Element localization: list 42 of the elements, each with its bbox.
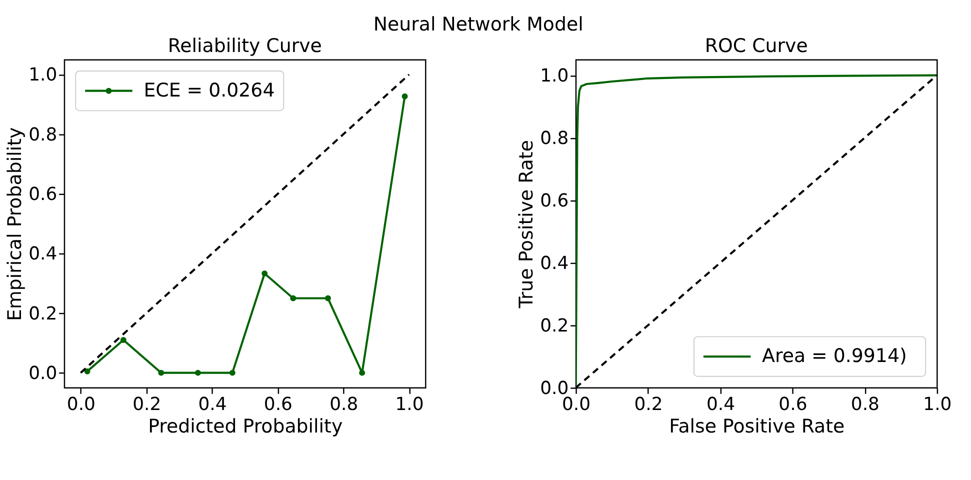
x-tick-label: 1.0	[395, 394, 424, 415]
point	[158, 370, 164, 376]
point	[262, 270, 268, 276]
y-tick-label: 0.0	[28, 362, 58, 384]
legend-label: ECE = 0.0264	[144, 80, 275, 102]
point	[84, 368, 90, 374]
x-tick-label: 0.4	[706, 394, 736, 415]
y-tick-label: 0.8	[540, 128, 569, 149]
y-tick-label: 0.4	[540, 252, 569, 274]
point	[324, 295, 331, 302]
y-tick-label: 0.6	[540, 190, 569, 212]
point	[402, 93, 408, 100]
y-tick-label: 0.2	[540, 315, 569, 336]
x-axis-title: Predicted Probability	[148, 416, 343, 438]
y-tick-label: 0.2	[28, 303, 58, 324]
y-tick-label: 0.4	[28, 244, 58, 265]
x-tick-label: 0.4	[198, 394, 227, 415]
x-tick-label: 0.6	[778, 394, 808, 415]
x-tick-label: 0.2	[634, 394, 663, 415]
point	[120, 337, 126, 343]
y-tick-label: 1.0	[540, 65, 569, 86]
point	[290, 295, 296, 302]
x-tick-label: 0.8	[330, 394, 358, 415]
point	[194, 370, 201, 376]
x-axis-title: False Positive Rate	[669, 416, 845, 438]
x-tick-label: 0.6	[264, 394, 292, 415]
y-tick-label: 0.6	[28, 184, 58, 206]
x-tick-label: 0.2	[132, 394, 162, 415]
point	[229, 370, 236, 376]
text: Neural Network Model	[373, 14, 584, 36]
x-tick-label: 1.0	[923, 394, 952, 415]
x-tick-label: 0.0	[562, 394, 591, 415]
y-axis-title: Empirical Probability	[4, 127, 26, 321]
x-tick-label: 0.0	[66, 394, 96, 415]
x-tick-label: 0.8	[850, 394, 880, 415]
point	[359, 370, 366, 376]
y-axis-title: True Positive Rate	[516, 140, 538, 310]
chart-title: Reliability Curve	[168, 35, 322, 58]
chart-title: ROC Curve	[704, 35, 808, 58]
y-tick-label: 0.8	[28, 124, 58, 146]
legend-label: Area = 0.9914)	[762, 345, 907, 368]
y-tick-label: 1.0	[28, 64, 58, 86]
